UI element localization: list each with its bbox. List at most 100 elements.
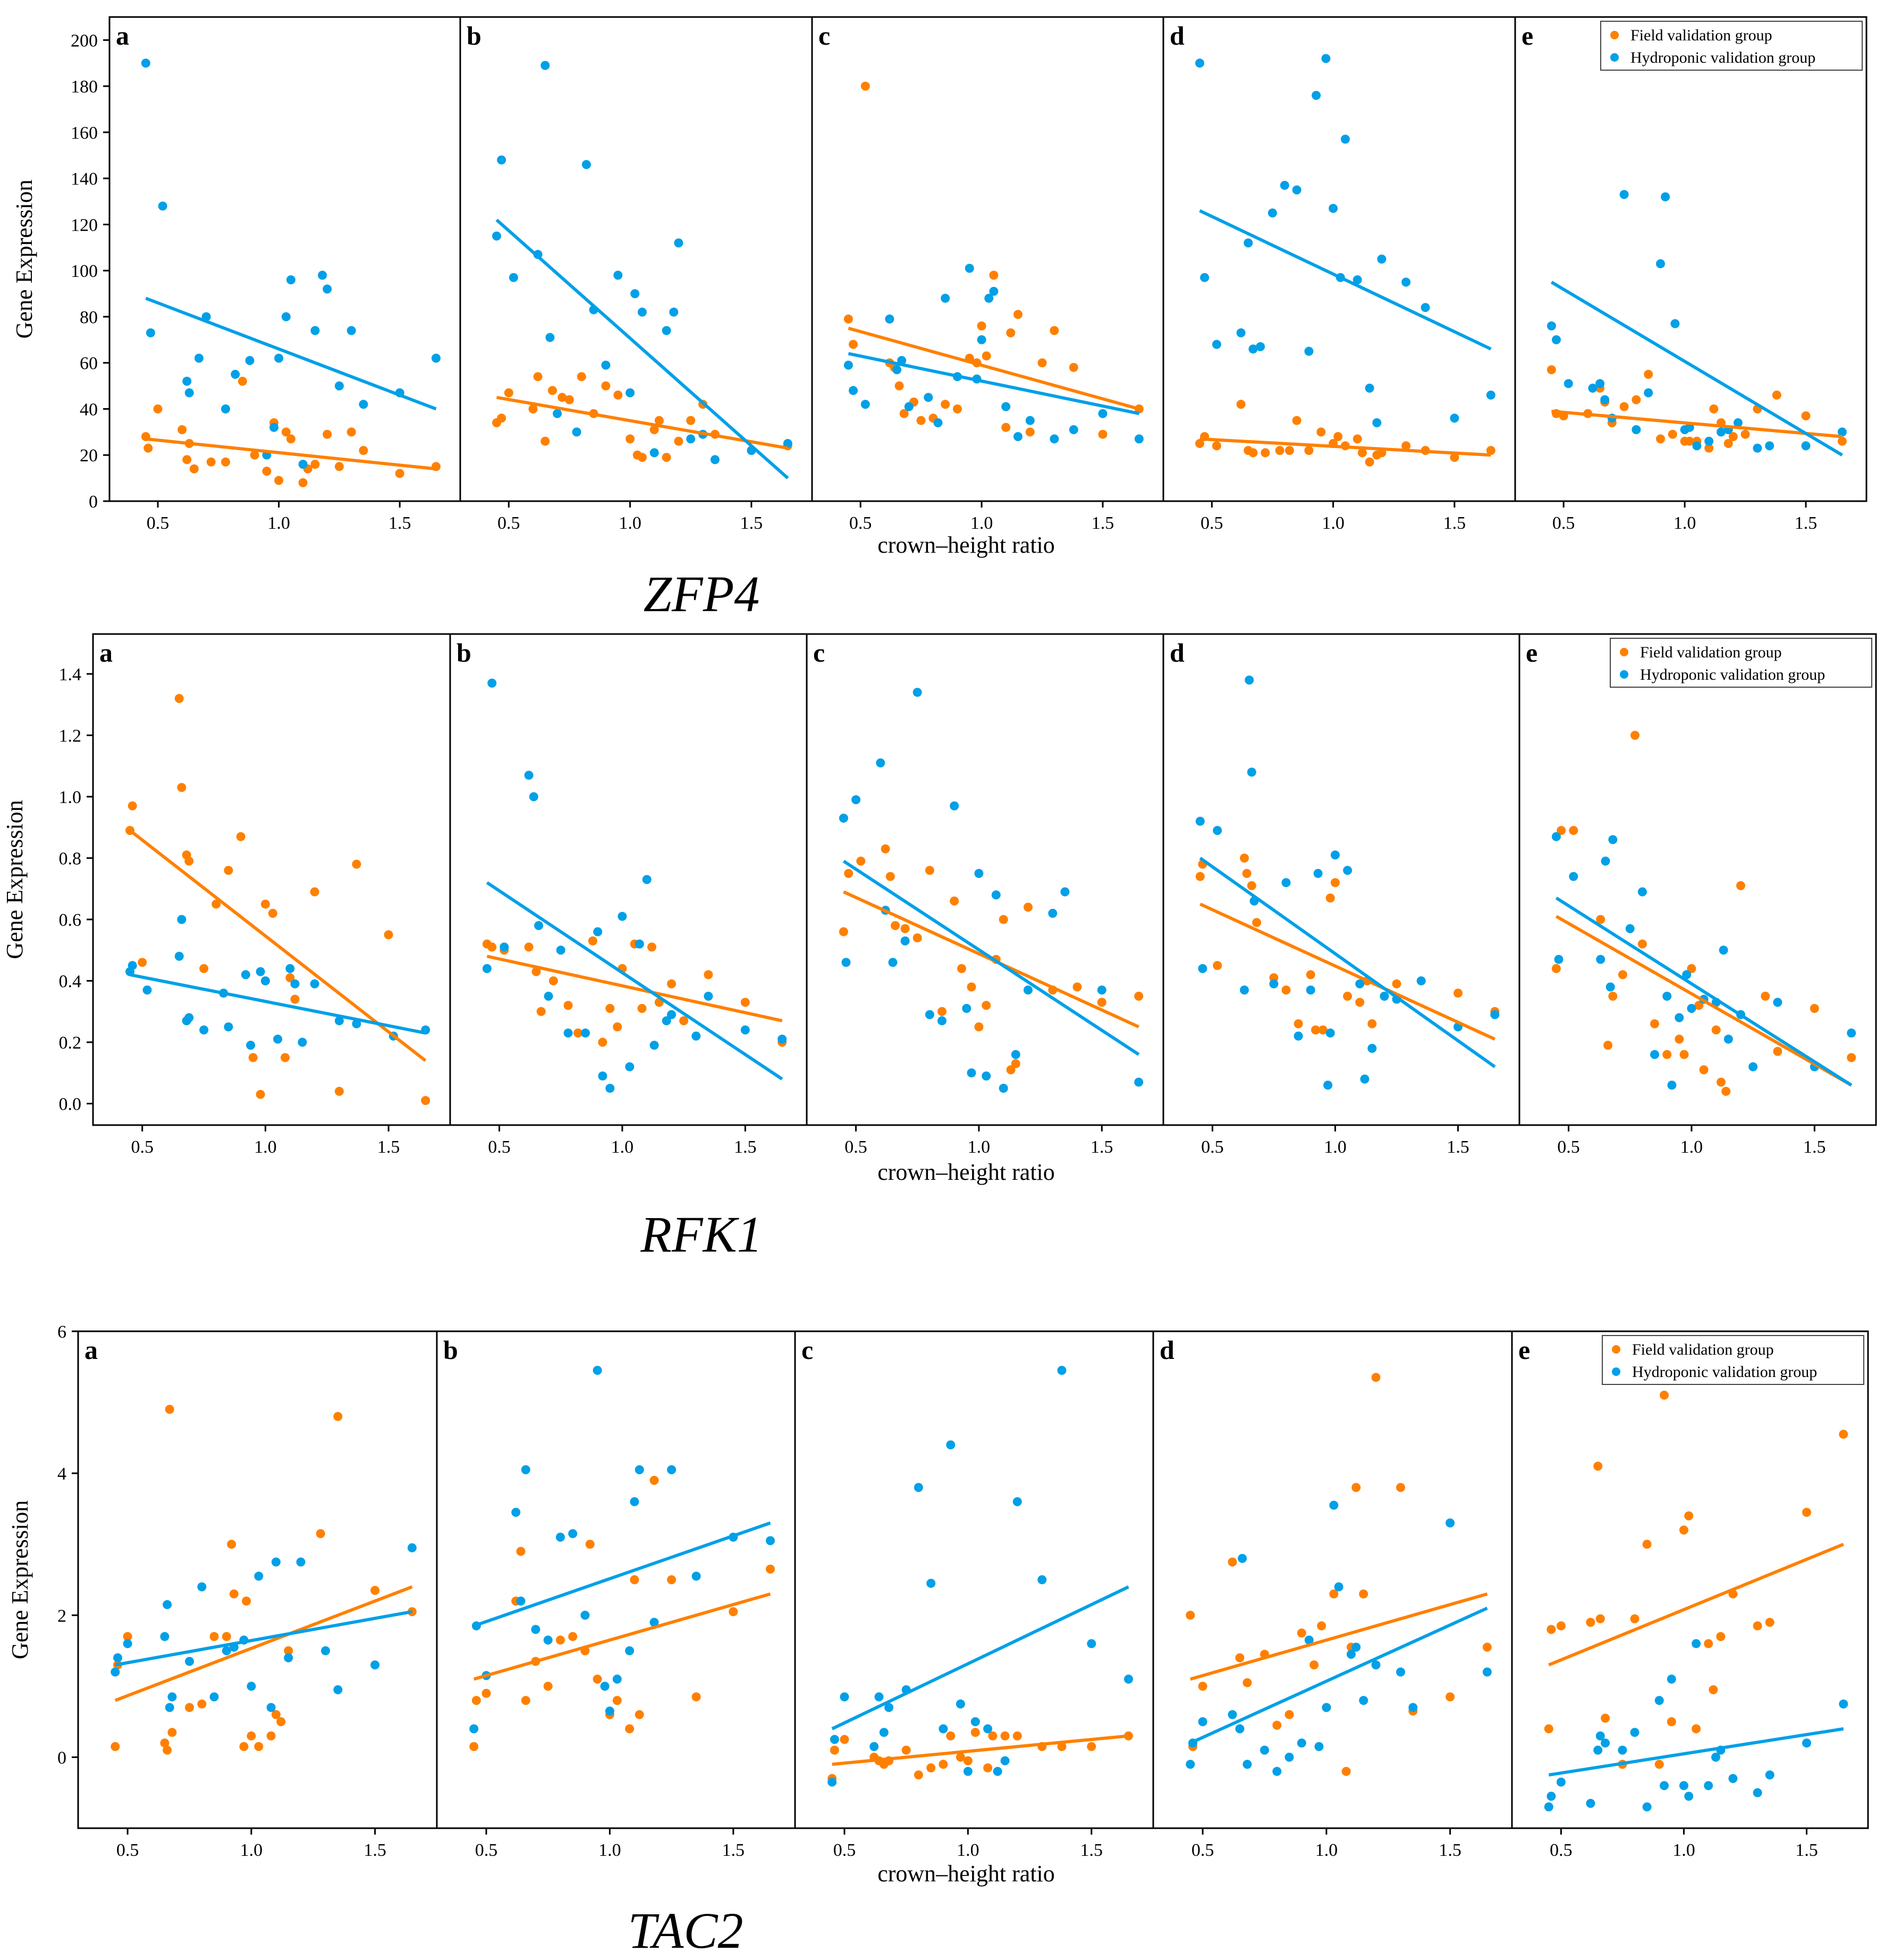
hydro-point [1656,259,1665,268]
field-point [654,416,664,425]
hydro-point [974,869,984,878]
panel-frame [459,16,813,502]
panel-frame [1162,16,1516,502]
hydro-point [1601,1738,1610,1748]
hydro-point [600,1682,610,1691]
field-point [1596,915,1605,924]
y-tick-label: 1.2 [59,726,82,746]
hydro-point [1765,1770,1774,1780]
hydro-trend-line [1189,1607,1488,1745]
field-point [1272,1720,1282,1730]
x-tick-label: 1.5 [1447,1137,1469,1157]
field-point [284,1646,293,1655]
hydro-point [163,1600,172,1609]
rfk1-chart-row: 0.5 1.0 1.5 a 0.5 1.0 1.5 b 0.5 1.0 1.5 c 0.5 1.0 1.5 d… [2,633,1877,1263]
hydro-point [1588,383,1598,393]
hydro-point [1245,675,1254,685]
y-tick-label: 0.4 [59,972,82,992]
hydro-point [1546,1792,1556,1801]
field-point [1316,427,1326,437]
hydro-point [1198,964,1207,973]
y-tick-label: 140 [71,170,98,189]
field-trend-line [1190,1592,1488,1681]
hydro-series [1186,1500,1492,1776]
field-point [1601,1713,1610,1723]
hydro-point [1684,1792,1694,1801]
field-point [274,476,284,485]
field-point [977,321,986,331]
x-tick-label: 1.5 [1443,513,1466,533]
hydro-point [1228,1710,1237,1719]
hydro-point [839,814,848,823]
panel-label: c [813,638,825,668]
field-point [900,924,910,933]
field-point [174,694,184,703]
hydro-point [618,911,627,921]
field-point [471,1696,481,1705]
hydro-point [1625,924,1635,933]
hydro-point [352,1019,361,1028]
field-trend-line [486,954,783,1023]
hydro-trend-line [848,352,1140,416]
hydro-point [1753,443,1762,453]
field-point [1544,1724,1553,1734]
tac2-panel-a: 0.5 1.0 1.5 a [77,1330,438,1860]
hydro-trend-line [1199,209,1492,351]
y-tick-label: 0.0 [59,1095,82,1114]
hydro-point [260,976,270,986]
hydro-point [876,758,885,767]
hydro-point [766,1536,775,1545]
hydro-point [1240,985,1249,995]
hydro-trend-line [145,297,437,411]
hydro-series [1195,675,1500,1090]
field-legend-marker [1612,1345,1620,1354]
hydro-point [1013,432,1022,441]
hydro-point [1551,832,1561,841]
hydro-point [1608,835,1618,844]
field-point [1247,881,1256,890]
x-tick-label: 1.5 [364,1840,386,1860]
hydro-point [983,1724,993,1734]
field-point [613,390,623,400]
field-point [1486,446,1495,455]
hydro-point [500,942,509,952]
hydro-series [141,58,441,469]
field-point [982,351,991,361]
field-point [1660,1390,1669,1400]
field-point [236,832,246,841]
hydro-point [1260,1745,1269,1755]
field-series [1195,400,1495,467]
hydro-point [1269,979,1279,989]
field-point [1723,439,1733,448]
panel-label: d [1170,638,1185,668]
field-point [285,973,295,983]
hydro-point [521,1465,530,1474]
field-point [276,1717,286,1727]
hydro-point [967,1068,976,1078]
field-point [667,1575,677,1584]
hydro-point [1847,1028,1856,1038]
hydro-point [1238,1553,1247,1563]
hydro-point [1325,1028,1335,1038]
field-point [912,933,922,943]
field-series [1551,731,1856,1096]
hydro-point [999,1084,1008,1093]
field-point [1261,448,1270,458]
field-point [421,1096,430,1105]
field-point [953,404,962,413]
hydro-point [1692,441,1702,451]
x-tick-label: 1.0 [267,513,290,533]
field-point [1317,1621,1326,1630]
field-point [1546,1625,1556,1634]
field-point [1692,1724,1701,1734]
field-point [1802,1508,1811,1517]
hydro-series [1551,832,1856,1090]
panel-frame [436,1330,796,1829]
hydro-point [534,921,544,931]
field-point [481,1688,491,1698]
field-point [679,1016,689,1026]
field-point [1198,1682,1207,1691]
field-point [1294,1019,1303,1028]
hydro-point [691,1572,701,1581]
hydro-point [1292,185,1302,195]
